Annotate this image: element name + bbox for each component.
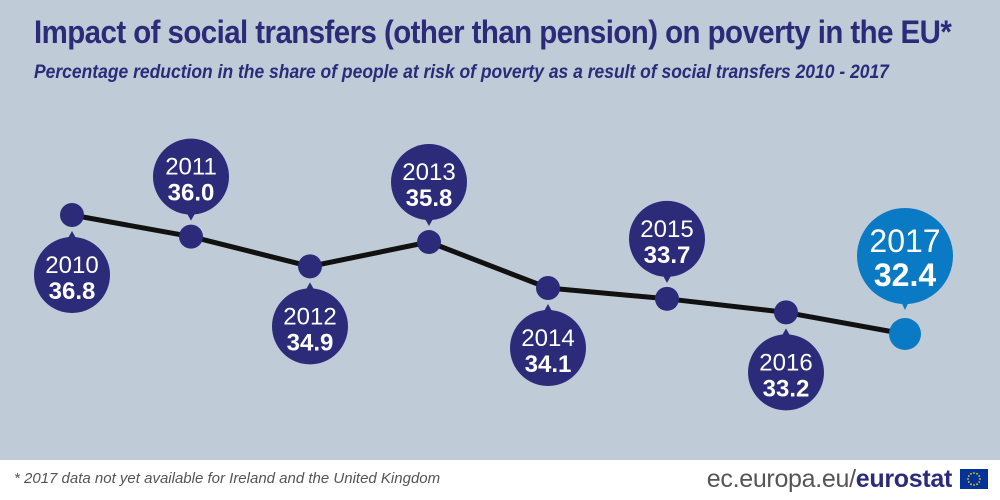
eu-star bbox=[978, 481, 981, 483]
eu-star bbox=[970, 472, 972, 475]
data-label: 32.4 bbox=[874, 257, 936, 293]
year-label: 2017 bbox=[869, 223, 940, 259]
eu-star bbox=[973, 472, 975, 474]
eu-star bbox=[976, 472, 978, 475]
data-point-2015 bbox=[655, 286, 679, 311]
year-label: 2014 bbox=[521, 325, 574, 352]
bubble-circle bbox=[748, 334, 824, 411]
eu-star bbox=[973, 484, 975, 486]
data-label: 34.9 bbox=[287, 329, 334, 356]
bubble-circle bbox=[272, 288, 348, 365]
eu-star bbox=[967, 478, 969, 480]
eurostat-brand: eurostat bbox=[855, 465, 953, 493]
data-label: 33.7 bbox=[644, 242, 691, 269]
footnote: * 2017 data not yet available for Irelan… bbox=[14, 470, 441, 487]
eurostat-link[interactable]: ec.europa.eu/eurostat bbox=[706, 465, 953, 494]
eu-star bbox=[978, 475, 981, 477]
data-point-2011 bbox=[179, 224, 203, 249]
bubble-circle bbox=[510, 310, 586, 387]
chart-subtitle: Percentage reduction in the share of peo… bbox=[34, 62, 889, 83]
bubble-circle bbox=[34, 237, 110, 313]
eu-stars bbox=[967, 472, 981, 486]
data-point-2014 bbox=[536, 276, 560, 301]
year-label: 2015 bbox=[640, 216, 693, 243]
data-point-2013 bbox=[417, 230, 441, 255]
eu-star bbox=[967, 475, 970, 477]
eu-star bbox=[970, 483, 972, 486]
data-point-2017 bbox=[889, 318, 921, 350]
data-label: 36.8 bbox=[49, 278, 96, 305]
bubble-circle bbox=[391, 144, 467, 221]
point-layer bbox=[60, 203, 921, 350]
series-line bbox=[69, 212, 908, 337]
line-layer bbox=[69, 212, 908, 337]
data-label: 34.1 bbox=[525, 351, 572, 378]
footer: * 2017 data not yet available for Irelan… bbox=[0, 460, 1000, 500]
data-label: 36.0 bbox=[168, 180, 215, 207]
eu-star bbox=[976, 483, 978, 486]
bubble-circle bbox=[629, 200, 705, 277]
year-label: 2012 bbox=[283, 303, 336, 330]
eu-flag-icon bbox=[960, 469, 988, 489]
data-point-2016 bbox=[774, 300, 798, 325]
bubble-circle bbox=[857, 208, 953, 304]
eu-star bbox=[967, 481, 970, 483]
year-label: 2016 bbox=[759, 349, 812, 376]
data-label: 35.8 bbox=[406, 185, 453, 212]
data-label: 33.2 bbox=[763, 375, 810, 402]
year-label: 2013 bbox=[402, 159, 455, 186]
year-label: 2010 bbox=[45, 252, 98, 279]
eu-star bbox=[979, 478, 981, 480]
year-label: 2011 bbox=[165, 154, 217, 181]
data-point-2010 bbox=[60, 203, 84, 227]
data-point-2012 bbox=[298, 254, 322, 279]
chart-title: Impact of social transfers (other than p… bbox=[34, 14, 952, 50]
bubble-circle bbox=[153, 138, 229, 215]
site-url: ec.europa.eu/ bbox=[706, 465, 856, 493]
